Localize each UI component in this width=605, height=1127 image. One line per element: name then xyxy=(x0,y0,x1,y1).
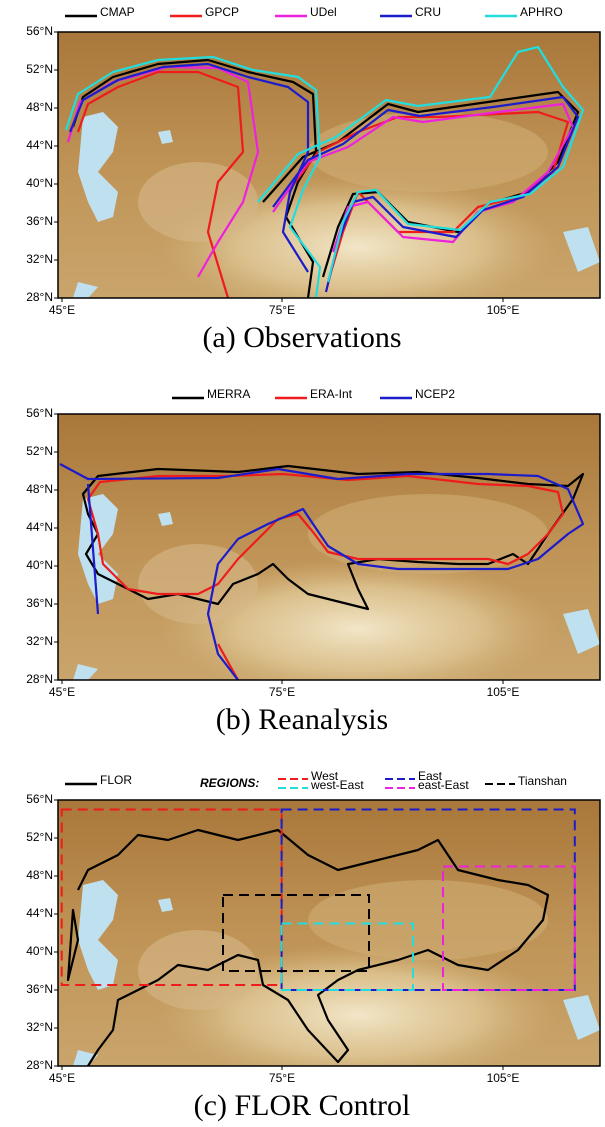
x-tick-label: 105°E xyxy=(487,685,520,699)
legend-label: CRU xyxy=(415,5,441,19)
y-tick-label: 44°N xyxy=(26,906,53,920)
y-tick-label: 28°N xyxy=(26,1058,53,1072)
legend-label: West xyxy=(311,769,339,783)
x-tick-label: 105°E xyxy=(487,303,520,317)
map-flor xyxy=(58,800,600,1066)
legend-label: ERA-Int xyxy=(310,387,353,401)
y-tick-label: 44°N xyxy=(26,138,53,152)
y-tick-label: 40°N xyxy=(26,558,53,572)
y-tick-label: 52°N xyxy=(26,62,53,76)
y-tick-label: 52°N xyxy=(26,444,53,458)
x-tick-label: 105°E xyxy=(487,1071,520,1085)
y-tick-label: 56°N xyxy=(26,792,53,806)
legend-label: East xyxy=(418,769,443,783)
caption: (b) Reanalysis xyxy=(216,703,388,736)
map-frame xyxy=(57,799,601,1067)
x-tick-label: 45°E xyxy=(49,1071,75,1085)
legend-label: east-East xyxy=(418,778,469,792)
legend-label: MERRA xyxy=(207,387,250,401)
y-tick-label: 40°N xyxy=(26,944,53,958)
y-tick-label: 28°N xyxy=(26,672,53,686)
regions-title: REGIONS: xyxy=(200,776,259,790)
map-observations xyxy=(58,32,600,298)
y-tick-label: 36°N xyxy=(26,596,53,610)
map-frame xyxy=(57,31,601,299)
legend-label: CMAP xyxy=(100,5,135,19)
y-tick-label: 56°N xyxy=(26,406,53,420)
y-tick-label: 48°N xyxy=(26,100,53,114)
y-tick-label: 32°N xyxy=(26,634,53,648)
legend-label: west-East xyxy=(310,778,364,792)
legend-label: FLOR xyxy=(100,773,132,787)
legend-label: Tianshan xyxy=(518,774,567,788)
y-tick-label: 56°N xyxy=(26,24,53,38)
y-tick-label: 32°N xyxy=(26,1020,53,1034)
x-tick-label: 45°E xyxy=(49,685,75,699)
y-tick-label: 36°N xyxy=(26,982,53,996)
y-tick-label: 48°N xyxy=(26,482,53,496)
caption: (c) FLOR Control xyxy=(194,1089,411,1122)
x-tick-label: 75°E xyxy=(269,685,295,699)
caption: (a) Observations xyxy=(202,321,401,354)
x-tick-label: 75°E xyxy=(269,1071,295,1085)
x-tick-label: 45°E xyxy=(49,303,75,317)
y-tick-label: 40°N xyxy=(26,176,53,190)
y-tick-label: 48°N xyxy=(26,868,53,882)
legend-label: NCEP2 xyxy=(415,387,455,401)
y-tick-label: 52°N xyxy=(26,830,53,844)
y-tick-label: 28°N xyxy=(26,290,53,304)
legend-label: APHRO xyxy=(520,5,563,19)
map-frame xyxy=(57,413,601,681)
x-tick-label: 75°E xyxy=(269,303,295,317)
y-tick-label: 32°N xyxy=(26,252,53,266)
y-tick-label: 44°N xyxy=(26,520,53,534)
legend-label: GPCP xyxy=(205,5,239,19)
map-reanalysis xyxy=(58,414,600,680)
legend-label: UDel xyxy=(310,5,337,19)
y-tick-label: 36°N xyxy=(26,214,53,228)
